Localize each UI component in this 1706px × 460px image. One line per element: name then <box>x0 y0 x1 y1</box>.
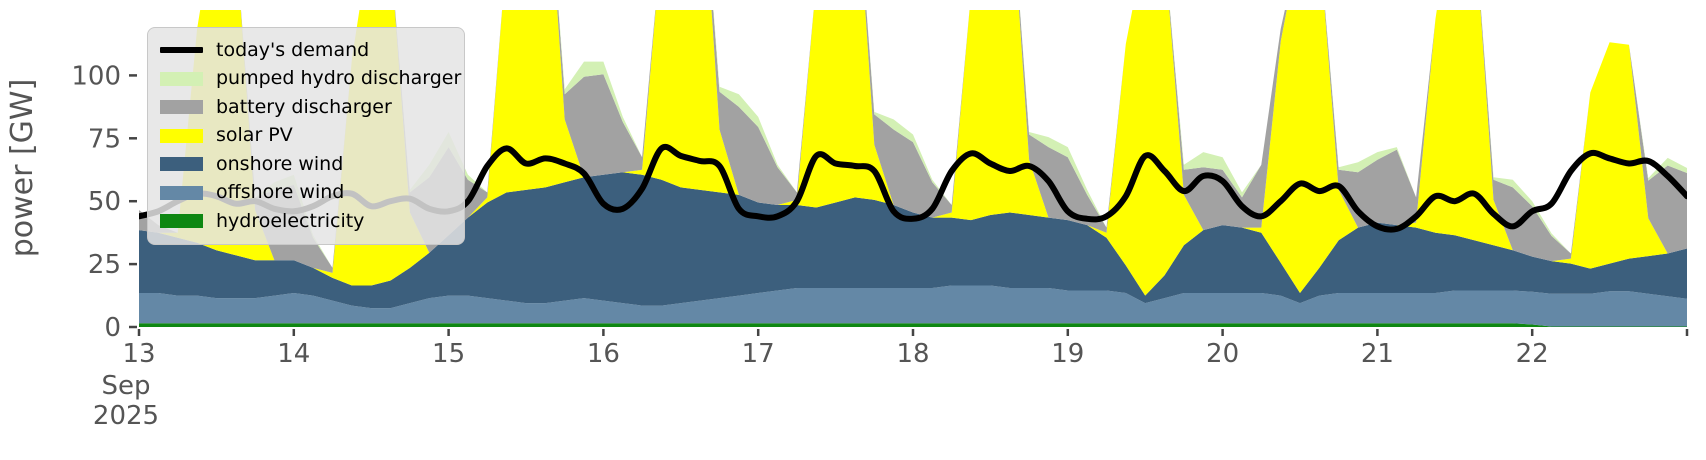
x-tick-label: 18 <box>896 339 929 369</box>
x-tick-label: 20 <box>1206 339 1239 369</box>
y-tick-label: 50 <box>88 187 121 217</box>
battery-discharger-area <box>139 10 1687 273</box>
hydroelectricity-swatch <box>160 214 203 229</box>
demand-line-swatch <box>160 47 203 54</box>
x-tick-label: 15 <box>432 339 465 369</box>
y-tick-label: 25 <box>88 250 121 280</box>
pumped-hydro-discharger-area <box>139 10 1687 268</box>
legend-item-hydroelectricity: hydroelectricity <box>148 207 464 236</box>
legend-label: onshore wind <box>216 152 344 175</box>
x-tick-label: 22 <box>1516 339 1549 369</box>
x-tick-label: 21 <box>1361 339 1394 369</box>
legend-label: battery discharger <box>216 95 392 118</box>
legend-label: hydroelectricity <box>216 209 365 232</box>
x-tick-label: 19 <box>1051 339 1084 369</box>
y-tick-label: 0 <box>104 313 121 343</box>
solar-pv-swatch <box>160 128 203 143</box>
battery-swatch <box>160 100 203 115</box>
legend-label: offshore wind <box>216 181 345 204</box>
offshore-wind-swatch <box>160 185 203 200</box>
y-tick-label: 75 <box>88 124 121 154</box>
y-axis-label: power [GW] <box>5 79 40 258</box>
x-tick-label: 17 <box>742 339 775 369</box>
x-axis-month-label: Sep <box>101 371 150 401</box>
legend-label: pumped hydro discharger <box>216 67 462 90</box>
onshore-wind-area <box>139 172 1687 309</box>
legend-item-solar-pv: solar PV <box>148 122 464 151</box>
legend-item-battery-discharger: battery discharger <box>148 93 464 122</box>
x-axis-year-label: 2025 <box>93 401 159 431</box>
legend-label: today's demand <box>216 38 370 61</box>
legend-item-onshore-wind: onshore wind <box>148 150 464 179</box>
legend-item-pumped-hydro-discharger: pumped hydro discharger <box>148 65 464 94</box>
axis-ticks: 13 14 15 16 17 18 19 20 21 22 0 25 50 75 100 <box>71 61 1689 369</box>
chart-legend: today's demand pumped hydro discharger b… <box>147 27 465 245</box>
x-tick-label: 13 <box>122 339 155 369</box>
legend-item-todays-demand: today's demand <box>148 36 464 65</box>
solar-pv-area <box>139 10 1687 296</box>
x-tick-label: 16 <box>587 339 620 369</box>
x-tick-label: 14 <box>277 339 310 369</box>
offshore-wind-area <box>139 285 1687 327</box>
onshore-wind-swatch <box>160 157 203 172</box>
pumped-hydro-swatch <box>160 71 203 86</box>
y-tick-label: 100 <box>71 61 121 91</box>
hydroelectricity-area <box>139 323 1687 327</box>
legend-item-offshore-wind: offshore wind <box>148 179 464 208</box>
legend-label: solar PV <box>216 124 293 147</box>
stacked-areas <box>139 10 1687 327</box>
